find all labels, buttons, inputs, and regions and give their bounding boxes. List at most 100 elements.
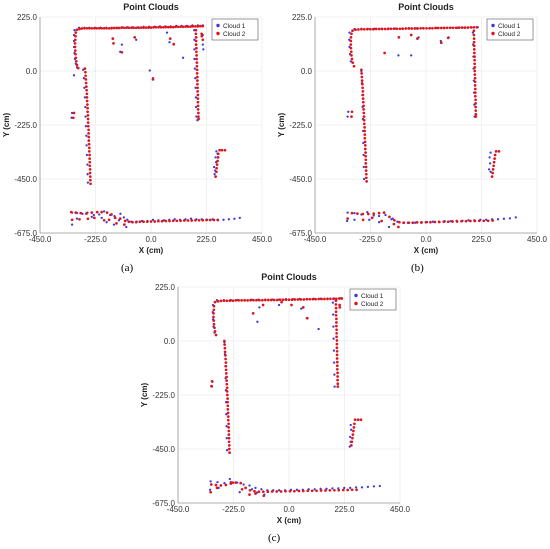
cloud-2-point	[214, 333, 218, 337]
cloud-2-point	[395, 27, 399, 31]
cloud-2-point	[86, 103, 89, 106]
cloud-1-point	[194, 77, 197, 80]
legend-label: Cloud 1	[223, 23, 246, 30]
cloud-2-point	[335, 346, 339, 350]
cloud-2-point	[346, 488, 350, 492]
y-tick-label: 225.0	[17, 13, 38, 22]
cloud-2-point	[87, 150, 91, 153]
cloud-2-point	[363, 144, 367, 147]
cloud-2-point	[179, 219, 182, 223]
cloud-2-point	[323, 297, 326, 301]
series-1	[70, 24, 241, 229]
cloud-2-point	[227, 429, 231, 433]
cloud-2-point	[473, 94, 477, 98]
cloud-2-point	[473, 76, 477, 80]
cloud-1-point	[333, 373, 336, 376]
cloud-2-point	[351, 436, 354, 440]
cloud-2-point	[287, 298, 291, 302]
cloud-2-point	[110, 26, 113, 30]
cloud-2-point	[360, 75, 364, 79]
cloud-2-point	[365, 27, 369, 31]
cloud-1-point	[332, 325, 335, 328]
cloud-2-point	[299, 298, 303, 301]
cloud-2-point	[335, 335, 338, 339]
cloud-1-point	[349, 423, 352, 427]
cloud-2-point	[306, 489, 310, 493]
cloud-2-point	[227, 422, 230, 426]
legend-marker	[354, 293, 358, 298]
x-tick-label: 450.0	[252, 235, 273, 244]
cloud-2-point	[194, 43, 198, 46]
cloud-2-point	[472, 40, 476, 44]
cloud-1-point	[360, 486, 364, 489]
cloud-2-point	[224, 361, 228, 364]
x-tick-label: 0.0	[420, 235, 432, 244]
cloud-2-point	[364, 172, 368, 176]
cloud-2-point	[86, 110, 89, 114]
chart-a: Point Clouds -450.0 -225.0 0.0 225.0 450.0 225…	[0, 0, 275, 260]
cloud-2-point	[215, 486, 219, 490]
cloud-2-point	[416, 27, 419, 30]
cloud-2-point	[88, 175, 92, 178]
legend-label: Cloud 2	[361, 301, 384, 308]
cloud-2-point	[215, 163, 219, 166]
cloud-2-point	[239, 481, 243, 485]
cloud-2-point	[219, 299, 223, 303]
cloud-2-point	[351, 29, 354, 33]
cloud-2-point	[142, 26, 145, 29]
cloud-1-point	[212, 165, 216, 169]
cloud-1-point	[225, 449, 229, 452]
chart-title: Point Clouds	[261, 272, 317, 282]
legend-marker	[491, 31, 495, 36]
cloud-2-point	[216, 156, 220, 159]
cloud-2-point	[246, 299, 249, 302]
cloud-2-point	[194, 25, 197, 28]
cloud-2-point	[360, 27, 363, 31]
cloud-2-point	[363, 140, 367, 144]
cloud-2-point	[240, 487, 244, 491]
cloud-2-point	[362, 108, 365, 111]
cloud-2-point	[349, 43, 353, 46]
cloud-2-point	[261, 490, 265, 494]
cloud-2-point	[407, 27, 411, 30]
cloud-2-point	[153, 220, 157, 223]
cloud-2-point	[473, 84, 477, 87]
cloud-2-point	[290, 303, 293, 307]
cloud-2-point	[70, 218, 74, 222]
chart-a-svg: Point Clouds -450.0 -225.0 0.0 225.0 450.0 225…	[2, 2, 273, 255]
y-tick-label: -450.0	[152, 445, 175, 454]
cloud-2-point	[329, 297, 332, 301]
cloud-2-point	[86, 114, 90, 117]
cloud-1-point	[248, 484, 251, 487]
chart-title: Point Clouds	[398, 2, 454, 12]
cloud-2-point	[362, 115, 366, 118]
cloud-2-point	[164, 219, 168, 223]
legend-box	[486, 18, 534, 41]
cloud-1-point	[346, 211, 349, 214]
cloud-2-point	[336, 385, 340, 388]
cloud-2-point	[149, 26, 153, 29]
cloud-2-point	[85, 212, 88, 215]
cloud-2-point	[368, 27, 372, 31]
caption-c: (c)	[268, 532, 281, 544]
cloud-2-point	[224, 483, 228, 487]
cloud-2-point	[332, 297, 335, 301]
cloud-2-point	[112, 42, 115, 45]
cloud-2-point	[105, 26, 108, 30]
legend-label: Cloud 2	[498, 31, 521, 38]
cloud-1-point	[85, 144, 88, 147]
cloud-2-point	[269, 298, 273, 302]
cloud-2-point	[142, 220, 145, 224]
cloud-2-point	[336, 371, 339, 375]
cloud-1-point	[372, 485, 376, 488]
y-tick-label: 0.0	[164, 337, 176, 346]
cloud-2-point	[84, 70, 87, 74]
cloud-1-point	[193, 57, 196, 61]
cloud-2-point	[474, 98, 477, 102]
cloud-2-point	[364, 162, 368, 165]
cloud-2-point	[151, 78, 155, 81]
cloud-2-point	[275, 490, 279, 493]
cloud-2-point	[431, 26, 434, 30]
cloud-2-point	[497, 150, 501, 153]
cloud-2-point	[451, 26, 455, 30]
